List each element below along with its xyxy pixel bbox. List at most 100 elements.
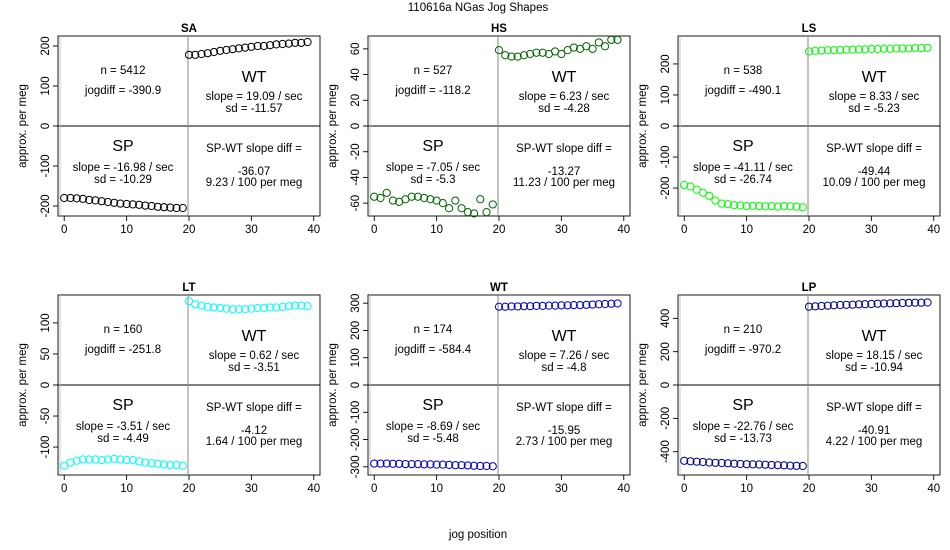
sp-data-point (370, 459, 379, 468)
wt-data-point (836, 45, 845, 55)
y-tick-label: -100 (40, 436, 52, 459)
jogdiff-text: jogdiff = -251.8 (84, 344, 161, 356)
sp-data-point (742, 460, 751, 469)
jogdiff-text: jogdiff = -584.4 (394, 344, 472, 356)
wt-data-point (501, 302, 510, 311)
x-tick-label: 0 (371, 224, 377, 236)
wt-data-point (519, 51, 529, 60)
chart-panel-lp: LP 0 10 20 30 40 -400 -200 0 200 400 approx. per me… (637, 282, 941, 495)
sp-slope-text: slope = -8.69 / sec (386, 421, 481, 433)
wt-data-point (290, 301, 300, 310)
n-count-text: n = 174 (414, 324, 453, 336)
wt-data-point (290, 38, 300, 47)
wt-data-point (829, 46, 839, 55)
x-tick-label: 30 (245, 224, 258, 236)
sp-label: SP (112, 138, 133, 155)
slope-diff-per-meg: 11.23 / 100 per meg (513, 177, 615, 189)
y-tick-label: 100 (40, 313, 52, 332)
y-tick-label: 400 (660, 309, 672, 328)
wt-data-point (297, 301, 306, 310)
wt-data-point (848, 45, 857, 54)
wt-data-point (228, 305, 237, 314)
wt-slope-text: slope = 6.23 / sec (519, 91, 610, 103)
sp-data-point (110, 454, 119, 463)
y-tick-label: -50 (40, 408, 52, 425)
panel-title: SA (181, 23, 197, 35)
y-tick-label: -40 (350, 169, 362, 186)
sp-data-point (798, 461, 807, 471)
sp-data-point (686, 457, 695, 466)
y-tick-label: 200 (40, 36, 52, 55)
x-tick-label: 20 (803, 224, 816, 236)
wt-data-point (494, 302, 504, 311)
x-tick-label: 10 (740, 224, 753, 236)
sp-data-point (736, 201, 745, 210)
sp-data-point (159, 460, 169, 469)
x-tick-label: 30 (555, 224, 568, 236)
y-tick-label: -400 (660, 440, 672, 463)
x-tick-label: 10 (740, 483, 753, 495)
sp-data-point (376, 193, 385, 203)
wt-data-point (892, 299, 901, 308)
jogdiff-text: jogdiff = -390.9 (84, 85, 161, 97)
wt-data-point (879, 44, 888, 53)
sp-data-point (767, 201, 776, 211)
sp-data-point (773, 461, 782, 470)
wt-data-point (222, 304, 231, 313)
sp-data-point (103, 455, 113, 464)
sp-data-point (748, 460, 757, 469)
wt-data-point (582, 300, 591, 309)
wt-data-point (278, 302, 287, 311)
sp-slope-text: slope = -22.76 / sec (693, 421, 794, 433)
wt-data-point (823, 46, 832, 55)
wt-data-point (241, 43, 250, 52)
wt-data-point (272, 303, 281, 312)
sp-data-point (91, 455, 100, 464)
sp-data-point (407, 459, 416, 469)
wt-sd-text: sd = -4.28 (538, 103, 589, 115)
sp-data-point (438, 199, 447, 208)
sp-data-point (730, 459, 739, 468)
y-tick-label: 0 (350, 123, 362, 129)
jogdiff-text: jogdiff = -118.2 (394, 85, 470, 97)
wt-data-point (526, 49, 535, 59)
wt-data-point (272, 40, 281, 49)
slope-diff-label: SP-WT slope diff = (826, 143, 922, 155)
wt-data-point (203, 49, 212, 58)
slope-diff-per-meg: 2.73 / 100 per meg (516, 436, 613, 448)
wt-data-point (879, 299, 888, 308)
wt-data-point (600, 42, 610, 51)
wt-label: WT (862, 328, 887, 345)
slope-diff-per-meg: 10.09 / 100 per meg (823, 177, 926, 189)
x-tick-label: 10 (120, 224, 133, 236)
y-tick-label: 100 (40, 76, 52, 95)
sp-data-point (457, 204, 466, 213)
sp-data-point (153, 202, 162, 211)
wt-sd-text: sd = -3.51 (228, 362, 279, 374)
sp-data-point (705, 191, 714, 200)
sp-data-point (698, 457, 708, 467)
wt-data-point (544, 301, 554, 310)
sp-data-point (141, 458, 150, 467)
slope-diff-label: SP-WT slope diff = (516, 143, 612, 155)
wt-slope-text: slope = 8.33 / sec (829, 91, 920, 103)
wt-data-point (861, 45, 870, 54)
wt-data-point (854, 45, 864, 54)
sp-slope-text: slope = -3.51 / sec (76, 421, 171, 433)
sp-data-point (134, 457, 144, 466)
wt-data-point (526, 302, 535, 311)
wt-data-point (247, 304, 256, 313)
sp-data-point (420, 193, 429, 203)
wt-data-point (197, 301, 206, 310)
chart-panel-hs: HS 0 10 20 30 40 -60 -40 -20 0 20 40 60 approx. per m… (327, 23, 631, 236)
y-axis-label: approx. per meg (637, 84, 649, 168)
x-tick-label: 40 (927, 483, 940, 495)
wt-data-point (303, 302, 312, 311)
wt-data-point (557, 49, 566, 59)
wt-data-point (551, 301, 560, 310)
y-tick-label: 100 (350, 348, 362, 367)
n-count-text: n = 5412 (100, 65, 145, 77)
sp-data-point (147, 459, 156, 468)
wt-data-point (563, 301, 572, 310)
wt-data-point (842, 300, 851, 309)
